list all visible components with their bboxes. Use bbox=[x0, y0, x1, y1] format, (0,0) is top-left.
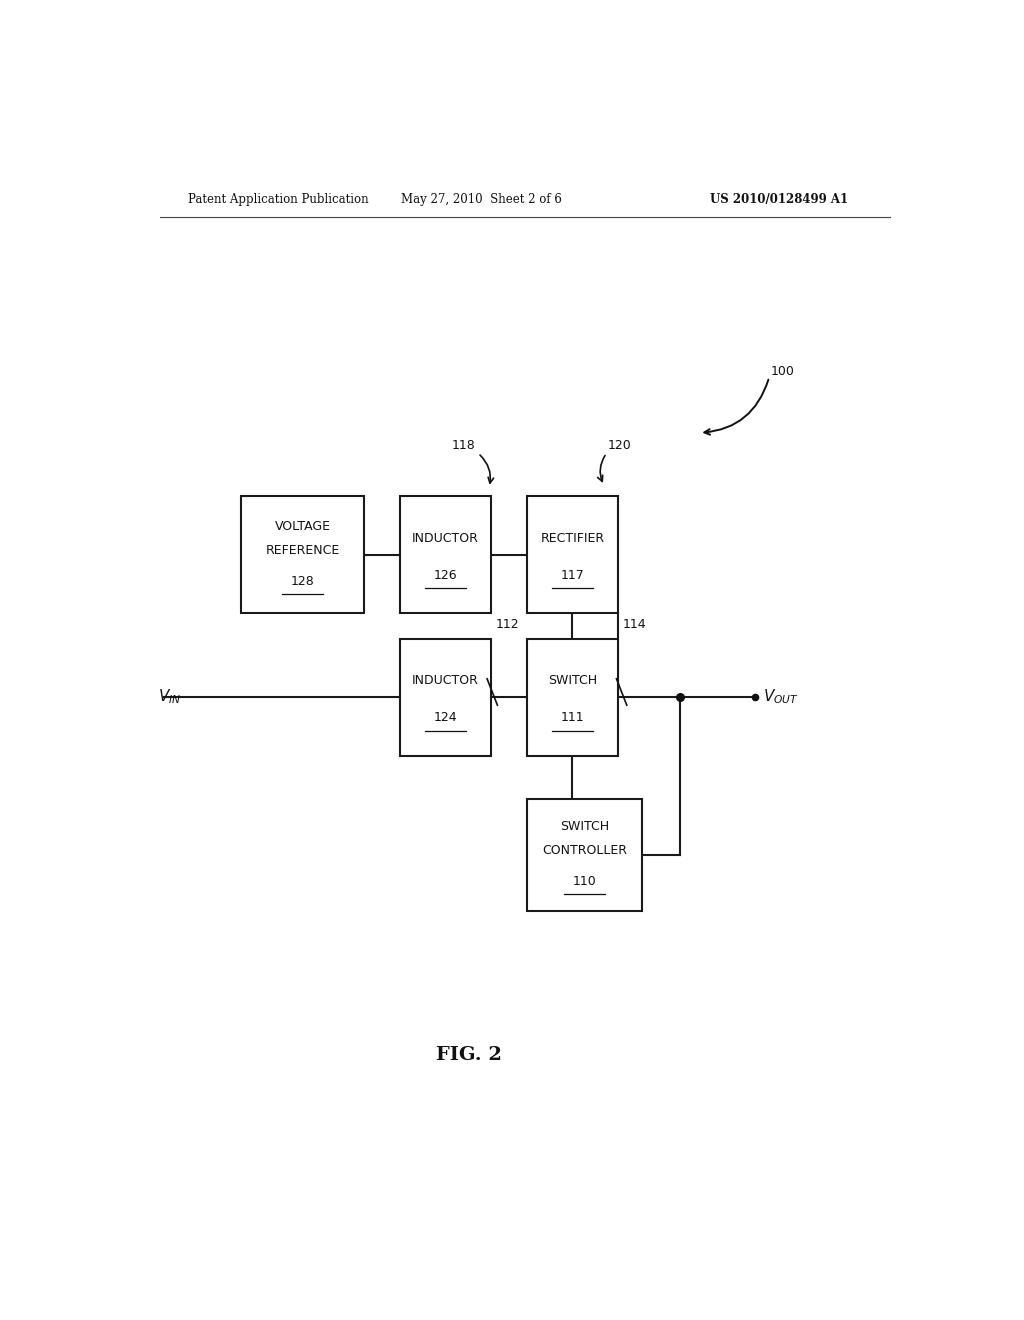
Text: 112: 112 bbox=[496, 618, 519, 631]
Text: 126: 126 bbox=[433, 569, 458, 582]
Text: $V_{OUT}$: $V_{OUT}$ bbox=[763, 688, 799, 706]
Text: 114: 114 bbox=[623, 618, 646, 631]
Text: CONTROLLER: CONTROLLER bbox=[542, 843, 627, 857]
Text: INDUCTOR: INDUCTOR bbox=[412, 675, 479, 688]
Text: 100: 100 bbox=[771, 366, 795, 379]
Bar bbox=[399, 496, 492, 614]
Bar bbox=[399, 639, 492, 755]
Text: US 2010/0128499 A1: US 2010/0128499 A1 bbox=[710, 193, 848, 206]
Text: FIG. 2: FIG. 2 bbox=[436, 1045, 502, 1064]
Text: 124: 124 bbox=[433, 711, 458, 723]
Text: REFERENCE: REFERENCE bbox=[265, 544, 340, 557]
Text: RECTIFIER: RECTIFIER bbox=[541, 532, 604, 545]
Bar bbox=[526, 799, 642, 911]
Text: 118: 118 bbox=[452, 438, 475, 451]
Bar bbox=[526, 639, 618, 755]
Text: May 27, 2010  Sheet 2 of 6: May 27, 2010 Sheet 2 of 6 bbox=[400, 193, 561, 206]
Text: 111: 111 bbox=[560, 711, 585, 723]
Text: $V_{IN}$: $V_{IN}$ bbox=[158, 688, 181, 706]
Bar bbox=[241, 496, 365, 614]
Text: 120: 120 bbox=[608, 438, 632, 451]
Text: 128: 128 bbox=[291, 574, 314, 587]
Text: 110: 110 bbox=[572, 875, 596, 887]
Text: 117: 117 bbox=[560, 569, 585, 582]
Text: INDUCTOR: INDUCTOR bbox=[412, 532, 479, 545]
Text: SWITCH: SWITCH bbox=[560, 820, 609, 833]
Bar bbox=[526, 496, 618, 614]
Text: SWITCH: SWITCH bbox=[548, 675, 597, 688]
Text: Patent Application Publication: Patent Application Publication bbox=[187, 193, 369, 206]
Text: VOLTAGE: VOLTAGE bbox=[274, 520, 331, 533]
